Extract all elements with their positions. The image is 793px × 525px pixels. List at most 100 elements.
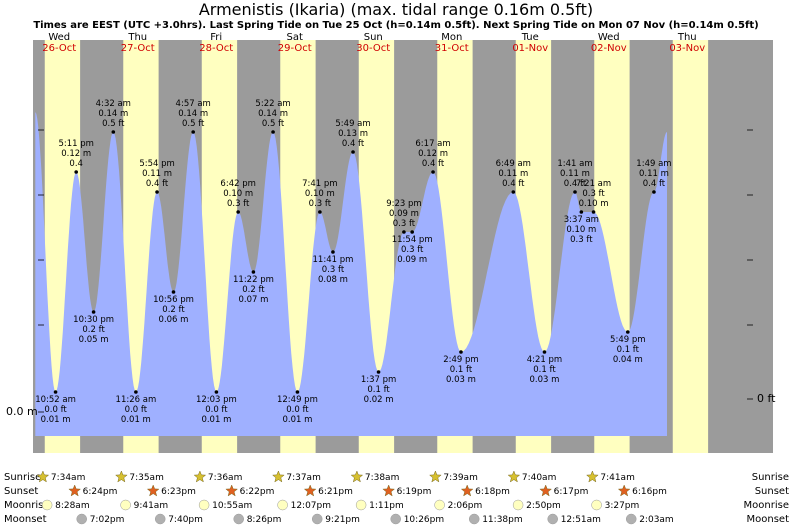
moonrise-moon-icon (120, 499, 131, 511)
tide-point-label: 12:49 pm (277, 395, 318, 405)
sunrise-star-icon (350, 470, 364, 483)
tide-point-label: 0.1 ft (450, 365, 473, 375)
day-name-label: Sat (287, 32, 303, 43)
tide-point-label: 4:32 am (96, 99, 131, 109)
tide-point-label: 6:49 am (496, 159, 531, 169)
date-label: 03-Nov (669, 43, 705, 54)
moonset-moon-icon (390, 513, 401, 525)
tide-point-label: 0.01 m (201, 415, 231, 425)
moonrise-moon-icon (591, 499, 602, 511)
tide-point-marker (271, 130, 275, 134)
tide-point-label: 0.4 ft (342, 139, 365, 149)
moonrise-moon-icon (41, 499, 53, 511)
tide-point-label: 0.03 m (530, 375, 560, 385)
tide-point-label: 4:57 am (176, 99, 211, 109)
tide-point-label: 0.08 m (318, 275, 348, 285)
sunrise-time: 7:35am (129, 473, 164, 483)
moonset-time: 12:51am (561, 515, 601, 525)
tide-point-label: 0.3 ft (393, 219, 416, 229)
tide-point-label: 5:22 am (255, 99, 290, 109)
tide-point-label: 0.3 ft (582, 189, 605, 199)
moonrise-moon-icon (198, 499, 210, 511)
sunset-star-icon (68, 484, 82, 497)
tide-point-label: 0.5 ft (102, 119, 125, 129)
sunrise-time: 7:41am (600, 473, 635, 483)
tide-point-label: 6:17 am (415, 139, 450, 149)
chart-subtitle: Times are EEST (UTC +3.0hrs). Last Sprin… (33, 20, 758, 31)
tide-point-marker (402, 230, 406, 234)
moonset-label-left: Moonset (4, 514, 47, 525)
date-label: 31-Oct (435, 43, 469, 54)
tide-point-marker (410, 230, 414, 234)
tide-point-label: 3:37 am (564, 215, 599, 225)
tide-point-label: 0.0 ft (44, 405, 67, 415)
tide-point-marker (214, 390, 219, 394)
sunrise-star-icon (272, 470, 285, 483)
moonset-time: 2:03am (639, 515, 674, 525)
tide-point-marker (134, 390, 138, 394)
tide-point-label: 1:49 am (636, 159, 671, 169)
day-name-label: Wed (48, 32, 70, 43)
day-labels: Wed26-OctThu27-OctFri28-OctSat29-OctSun3… (42, 32, 705, 54)
tide-point-label: 0.1 ft (533, 365, 556, 375)
tide-point-marker (53, 390, 58, 394)
tide-point-marker (318, 210, 322, 214)
tide-point-label: 0.4 (69, 159, 83, 169)
tide-point-label: 5:49 pm (610, 335, 645, 345)
tide-point-label: 1:37 pm (361, 375, 396, 385)
day-name-label: Tue (521, 32, 539, 43)
date-label: 30-Oct (356, 43, 390, 54)
astro-rows: Sunrise Sunrise 7:34am 7:35am 7:36am 7:37am 7:… (4, 470, 789, 525)
tide-point-label: 0.11 m (560, 169, 590, 179)
left-axis-label: 0.0 m (6, 405, 38, 418)
moonrise-moon-icon (277, 499, 288, 511)
sunrise-star-icon (36, 470, 50, 483)
tide-point-marker (542, 350, 547, 354)
moonset-time: 9:21pm (325, 515, 360, 525)
day-name-label: Thu (127, 32, 147, 43)
tide-point-marker (111, 130, 116, 134)
tide-point-label: 10:30 pm (73, 315, 114, 325)
date-label: 01-Nov (512, 43, 548, 54)
tide-point-marker (431, 170, 435, 174)
moonset-time: 7:02pm (90, 515, 125, 525)
tide-point-label: 0.06 m (159, 315, 189, 325)
moonset-moon-icon (468, 513, 480, 525)
tide-point-label: 0.04 m (613, 355, 643, 365)
tide-point-label: 0.01 m (282, 415, 312, 425)
tide-point-label: 0.01 m (121, 415, 151, 425)
tide-point-label: 11:26 am (116, 395, 157, 405)
tide-point-label: 6:42 pm (220, 179, 255, 189)
moonrise-time: 12:07pm (291, 501, 331, 511)
sunset-label-right: Sunset (755, 486, 789, 497)
moonrise-time: 10:55am (212, 501, 252, 511)
tide-point-label: 0.14 m (258, 109, 288, 119)
tide-point-label: 0.2 ft (82, 325, 105, 335)
tide-point-label: 0.3 ft (227, 199, 250, 209)
moonset-moon-icon (625, 513, 637, 525)
sunset-label-left: Sunset (4, 486, 38, 497)
moonrise-label-left: Moonrise (4, 500, 49, 511)
tide-point-label: 1:41 am (557, 159, 592, 169)
moonrise-moon-icon (434, 499, 445, 511)
tide-point-label: 11:22 pm (233, 275, 274, 285)
tide-point-label: 9:23 pm (386, 199, 421, 209)
sunset-time: 6:19pm (397, 487, 432, 497)
tide-point-label: 0.03 m (446, 375, 476, 385)
date-label: 29-Oct (278, 43, 312, 54)
axis-ticks (38, 129, 753, 413)
sunset-time: 6:17pm (554, 487, 589, 497)
tide-point-label: 5:49 am (335, 119, 370, 129)
tide-point-label: 5:11 pm (58, 139, 93, 149)
tide-point-marker (191, 130, 195, 134)
sunrise-time: 7:36am (208, 473, 243, 483)
tide-points: 10:52 am0.0 ft0.01 m5:11 pm0.12 m0.410:3… (35, 99, 671, 425)
tide-point-label: 10:56 pm (153, 295, 194, 305)
moonrise-time: 3:27pm (605, 501, 640, 511)
sunset-time: 6:16pm (632, 487, 667, 497)
tide-point-label: 0.0 ft (125, 405, 148, 415)
sunset-star-icon (460, 484, 474, 497)
moonset-time: 10:26pm (404, 515, 444, 525)
right-axis-label: 0 ft (757, 392, 776, 405)
